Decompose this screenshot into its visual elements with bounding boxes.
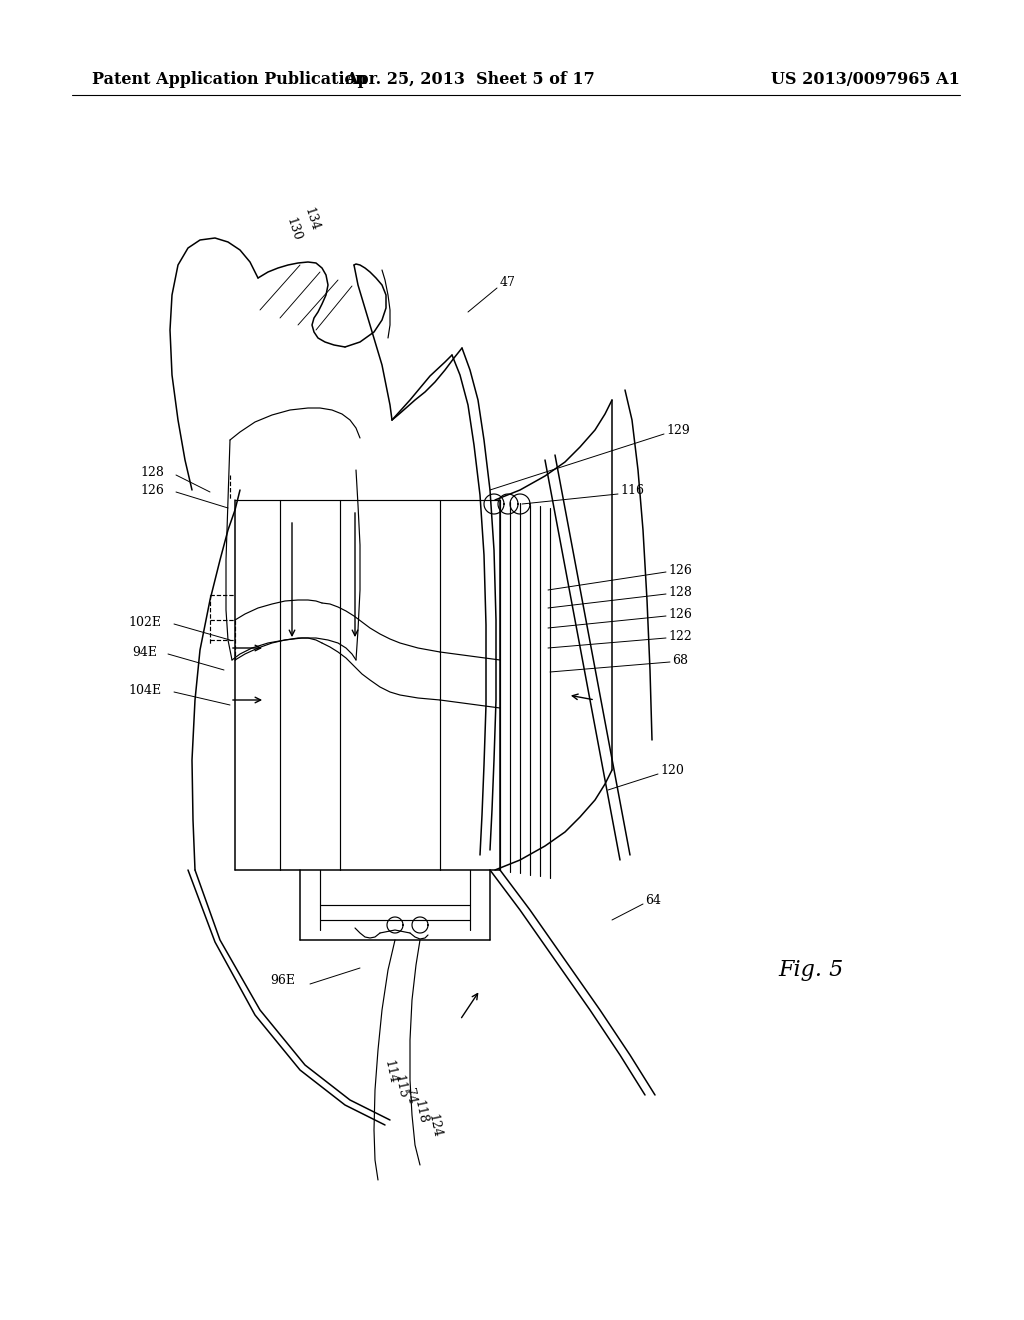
Text: 94E: 94E xyxy=(132,645,157,659)
Text: 126: 126 xyxy=(668,564,692,577)
Text: 128: 128 xyxy=(140,466,164,479)
Text: 102E: 102E xyxy=(128,615,161,628)
Text: 104E: 104E xyxy=(128,684,161,697)
Text: 126: 126 xyxy=(668,607,692,620)
Text: 68: 68 xyxy=(672,653,688,667)
Text: 47: 47 xyxy=(500,276,516,289)
Text: 118: 118 xyxy=(412,1098,429,1125)
Text: 128: 128 xyxy=(668,586,692,598)
Text: 130: 130 xyxy=(284,216,303,243)
Text: 134: 134 xyxy=(302,206,322,232)
Text: 74: 74 xyxy=(401,1086,418,1105)
Text: 120: 120 xyxy=(660,763,684,776)
Text: 124: 124 xyxy=(426,1113,443,1139)
Text: Fig. 5: Fig. 5 xyxy=(778,960,844,981)
Text: US 2013/0097965 A1: US 2013/0097965 A1 xyxy=(771,71,961,88)
Text: 115: 115 xyxy=(391,1073,410,1100)
Text: 96E: 96E xyxy=(270,974,295,986)
Text: Apr. 25, 2013  Sheet 5 of 17: Apr. 25, 2013 Sheet 5 of 17 xyxy=(345,71,595,88)
Text: Patent Application Publication: Patent Application Publication xyxy=(92,71,367,88)
Text: 114: 114 xyxy=(382,1059,399,1085)
Text: 64: 64 xyxy=(645,894,662,907)
Text: 126: 126 xyxy=(140,483,164,496)
Text: 116: 116 xyxy=(620,483,644,496)
Text: 129: 129 xyxy=(666,424,690,437)
Text: 122: 122 xyxy=(668,630,692,643)
